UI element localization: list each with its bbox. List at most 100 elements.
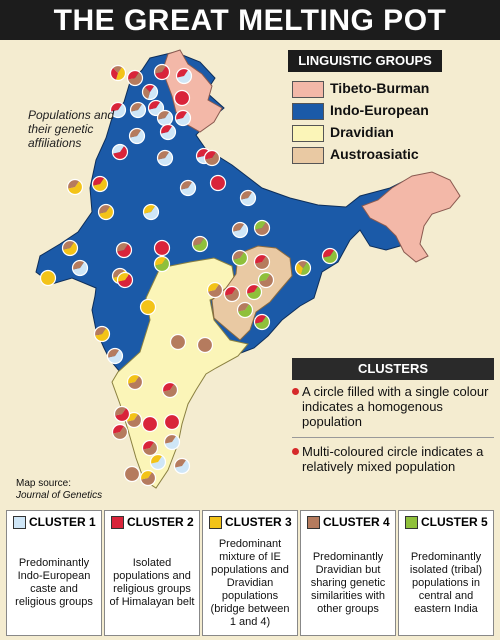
- legend-label: Tibeto-Burman: [330, 80, 430, 96]
- population-pie-p33: [116, 271, 134, 289]
- cluster-card-3: CLUSTER 3 Predominant mixture of IE popu…: [202, 510, 298, 636]
- population-pie-p13: [128, 127, 146, 145]
- cluster-note-text: Multi-coloured circle indicates a relati…: [302, 444, 484, 474]
- legend-label: Austroasiatic: [330, 146, 419, 162]
- legend-swatch: [292, 125, 324, 142]
- cluster-swatch: [307, 516, 320, 529]
- legend-label: Indo-European: [330, 102, 429, 118]
- cluster-title: CLUSTER 5: [421, 515, 488, 529]
- cluster-title: CLUSTER 3: [225, 515, 292, 529]
- population-pie-p51: [113, 405, 131, 423]
- legend-swatch: [292, 147, 324, 164]
- population-pie-p40: [139, 298, 157, 316]
- population-pie-p52: [141, 415, 159, 433]
- population-pie-p1: [109, 64, 127, 82]
- cluster-swatch: [13, 516, 26, 529]
- population-pie-p61: [203, 149, 221, 167]
- cluster-card-5: CLUSTER 5 Predominantly isolated (tribal…: [398, 510, 494, 636]
- map-source: Map source: Journal of Genetics: [16, 478, 102, 502]
- population-pie-p25: [61, 239, 79, 257]
- bullet-dot: [292, 388, 299, 395]
- population-pie-p43: [93, 325, 111, 343]
- cluster-card-header: CLUSTER 2: [105, 514, 199, 532]
- source-label: Map source:: [16, 478, 72, 489]
- population-pie-p36: [245, 283, 263, 301]
- population-pie-p12: [159, 123, 177, 141]
- clusters-heading: CLUSTERS: [292, 358, 494, 380]
- population-pie-p21: [239, 189, 257, 207]
- population-pie-p28: [191, 235, 209, 253]
- cluster-title: CLUSTER 4: [323, 515, 390, 529]
- population-pie-p49: [236, 301, 254, 319]
- cluster-title: CLUSTER 1: [29, 515, 96, 529]
- cluster-description: Predominantly Indo-European caste and re…: [15, 557, 93, 608]
- population-pie-p55: [141, 439, 159, 457]
- cluster-card-header: CLUSTER 4: [301, 514, 395, 532]
- population-pie-p57: [149, 453, 167, 471]
- population-pie-p45: [106, 347, 124, 365]
- population-pie-p19: [209, 174, 227, 192]
- divider: [292, 437, 494, 438]
- population-pie-p35: [253, 253, 271, 271]
- legend-heading: LINGUISTIC GROUPS: [288, 50, 442, 72]
- population-pie-p63: [206, 281, 224, 299]
- cluster-description: Predominant mixture of IE populations an…: [210, 537, 290, 628]
- cluster-card-1: CLUSTER 1 Predominantly Indo-European ca…: [6, 510, 102, 636]
- india-map: [35, 49, 461, 489]
- cluster-note-text: A circle filled with a single colour ind…: [302, 384, 489, 429]
- population-pie-p7: [109, 101, 127, 119]
- population-pie-p20: [179, 179, 197, 197]
- population-pie-p34: [231, 249, 249, 267]
- cluster-swatch: [111, 516, 124, 529]
- population-pie-p41: [223, 285, 241, 303]
- side-note: Populations and their genetic affiliatio…: [28, 108, 115, 150]
- population-pie-p37: [257, 271, 275, 289]
- population-pie-p30: [71, 259, 89, 277]
- population-pie-p62: [253, 219, 271, 237]
- population-pie-p6: [173, 89, 191, 107]
- cluster-title: CLUSTER 2: [127, 515, 194, 529]
- population-pie-p11: [174, 109, 192, 127]
- population-pie-p54: [163, 413, 181, 431]
- cluster-card-header: CLUSTER 5: [399, 514, 493, 532]
- population-pie-p29: [153, 255, 171, 273]
- cluster-card-header: CLUSTER 1: [7, 514, 101, 532]
- cluster-card-4: CLUSTER 4 Predominantly Dravidian but sh…: [300, 510, 396, 636]
- population-pie-p27: [153, 239, 171, 257]
- population-pie-p42: [253, 313, 271, 331]
- population-pie-p53: [111, 423, 129, 441]
- population-pie-p47: [161, 381, 179, 399]
- population-pie-p24: [231, 221, 249, 239]
- title: THE GREAT MELTING POT: [0, 0, 500, 40]
- population-pie-p38: [294, 259, 312, 277]
- cluster-description: Predominantly isolated (tribal) populati…: [409, 550, 483, 615]
- population-pie-p15: [156, 149, 174, 167]
- population-pie-p3: [153, 63, 171, 81]
- population-pie-p14: [111, 143, 129, 161]
- tibeto-burman-northeast: [361, 171, 461, 263]
- population-pie-p60: [123, 465, 141, 483]
- cluster-description: Isolated populations and religious group…: [109, 557, 195, 608]
- cluster-card-header: CLUSTER 3: [203, 514, 297, 532]
- population-pie-p31: [39, 269, 57, 287]
- cluster-card-2: CLUSTER 2 Isolated populations and relig…: [104, 510, 200, 636]
- legend-swatch: [292, 103, 324, 120]
- population-pie-p23: [142, 203, 160, 221]
- population-pies: [39, 63, 339, 487]
- population-pie-p4: [175, 67, 193, 85]
- population-pie-p2: [126, 69, 144, 87]
- population-pie-p10: [156, 109, 174, 127]
- population-pie-p58: [173, 457, 191, 475]
- population-pie-p26: [115, 241, 133, 259]
- population-pie-p56: [163, 433, 181, 451]
- population-pie-p9: [147, 99, 165, 117]
- bullet-dot: [292, 448, 299, 455]
- cluster-swatch: [209, 516, 222, 529]
- population-pie-p44: [169, 333, 187, 351]
- source-name: Journal of Genetics: [16, 490, 103, 501]
- population-pie-p22: [97, 203, 115, 221]
- population-pie-p8: [129, 101, 147, 119]
- population-pie-p59: [139, 469, 157, 487]
- cluster-swatch: [405, 516, 418, 529]
- population-pie-p18: [91, 175, 109, 193]
